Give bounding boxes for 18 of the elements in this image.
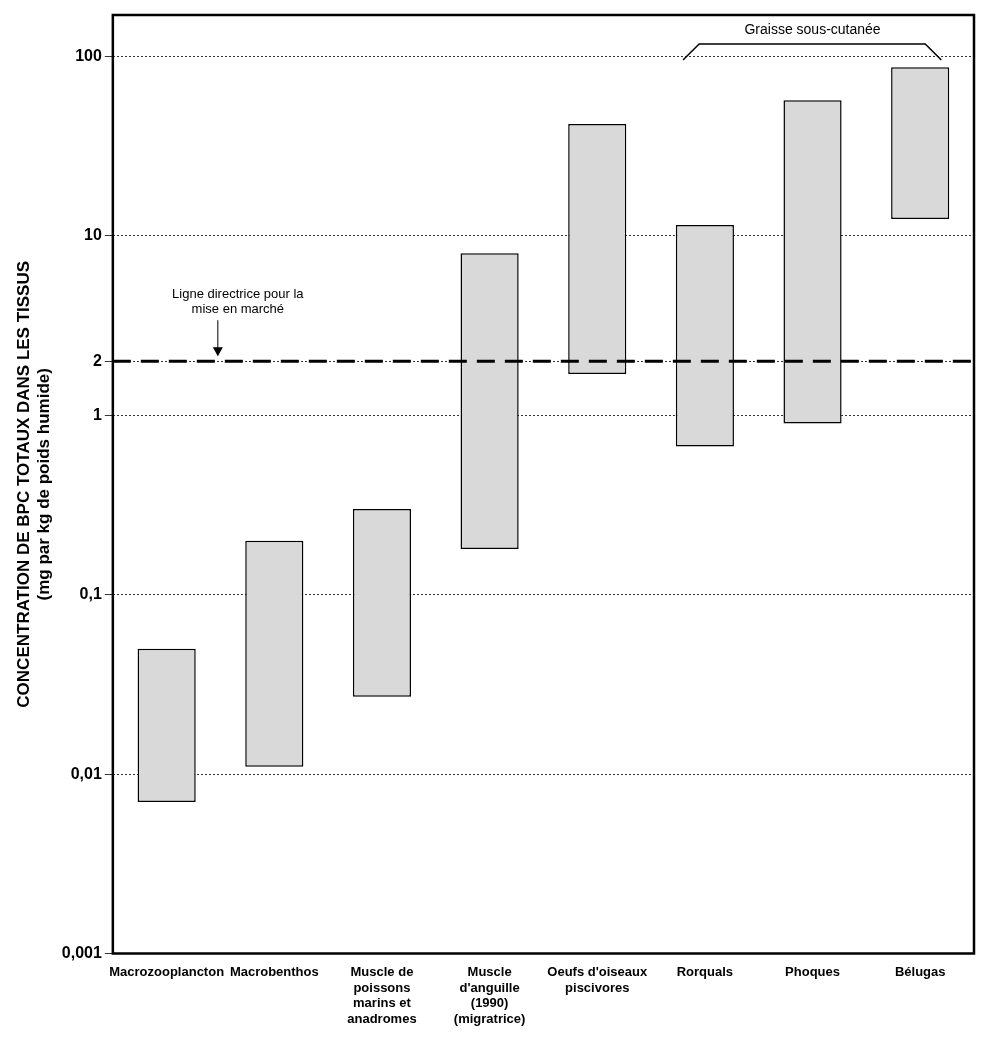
y-tick-label: 100 <box>75 46 102 64</box>
y-tick-label: 0,001 <box>61 944 102 962</box>
x-tick-label: Muscle d'anguille (1990) (migratrice) <box>453 963 526 1026</box>
x-tick-label: Macrobenthos <box>229 963 319 979</box>
y-tick-label: 2 <box>92 351 102 369</box>
x-tick-label: Muscle de poissons marins et anadromes <box>347 963 417 1026</box>
y-axis-title: CONCENTRATION DE BPC TOTAUX DANS LES TISSUS (mg par kg de poids humide) <box>13 260 54 708</box>
x-tick-label: Oeufs d'oiseaux piscivores <box>547 963 648 995</box>
x-tick-label: Phoques <box>785 963 840 979</box>
x-tick-label: Macrozooplancton <box>109 963 225 979</box>
y-tick-label: 10 <box>84 226 102 244</box>
ref-line-label: Ligne directrice pour la mise en marché <box>172 286 305 317</box>
y-tick-label: 0,1 <box>79 585 102 603</box>
y-tick-label: 0,01 <box>70 764 102 782</box>
x-tick-label: Rorquals <box>676 963 734 979</box>
x-tick-label: Bélugas <box>894 963 946 979</box>
annotation: Graisse sous-cutanée <box>744 20 881 37</box>
y-tick-label: 1 <box>92 405 102 423</box>
